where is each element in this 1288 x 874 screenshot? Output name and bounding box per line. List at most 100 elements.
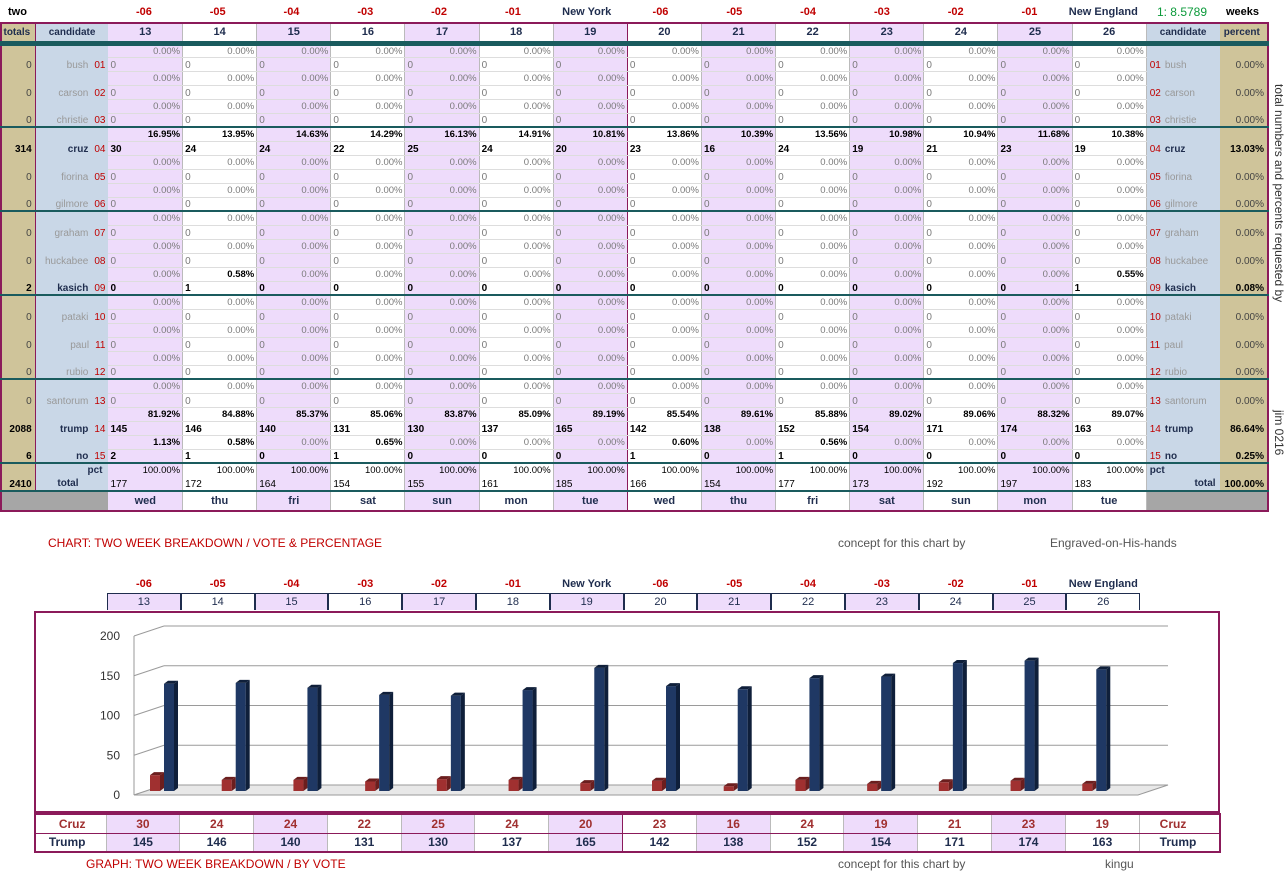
day-percent: 0.00%	[429, 435, 480, 450]
series-value: 140	[253, 833, 328, 853]
candidate-total: 2088	[1, 407, 36, 435]
day-percent: 0.00%	[725, 323, 777, 338]
day-count: 0	[182, 393, 258, 408]
chart-day-label: 16	[328, 593, 403, 610]
day-percent: 0.00%	[429, 295, 480, 310]
day-percent: 0.55%	[1096, 267, 1147, 282]
candidate-percent: 0.00%	[1219, 99, 1268, 128]
day-count: 0	[701, 365, 777, 380]
caption-1-title: CHART: TWO WEEK BREAKDOWN / VOTE & PERCE…	[48, 536, 383, 550]
label-weeks: weeks	[1226, 6, 1260, 18]
header-day: 23	[849, 23, 925, 46]
weekday: sat	[849, 491, 925, 511]
day-count: 0	[849, 365, 925, 380]
day-count: 0	[553, 309, 628, 324]
series-value: 25	[400, 814, 475, 834]
candidate-number: 01	[94, 60, 106, 71]
day-count: 0	[1072, 225, 1147, 240]
candidate-name: santorum	[46, 396, 89, 407]
column-label: New York	[562, 6, 612, 18]
day-count: 0	[256, 85, 332, 100]
trump-bar-side	[962, 660, 967, 791]
candidate-total: 0	[1, 379, 36, 407]
day-percent: 0.00%	[1096, 351, 1147, 366]
day-count: 0	[775, 309, 851, 324]
day-count: 0	[923, 393, 999, 408]
column-label: -05	[209, 6, 226, 18]
day-percent: 0.00%	[947, 351, 999, 366]
day-count: 0	[923, 337, 999, 352]
day-percent: 0.00%	[651, 267, 702, 282]
cruz-bar	[1010, 780, 1021, 791]
day-count: 0	[553, 337, 628, 352]
day-count: 0	[479, 85, 554, 100]
day-percent: 0.58%	[206, 435, 258, 450]
day-count: 0	[775, 169, 851, 184]
day-total-count: 185	[553, 477, 628, 492]
weekday: fri	[256, 491, 332, 511]
candidate-name: trump	[1164, 424, 1194, 435]
day-percent: 0.00%	[503, 351, 554, 366]
day-count: 0	[404, 365, 480, 380]
day-count: 0	[108, 113, 184, 128]
day-percent: 0.00%	[577, 323, 628, 338]
weekday: sun	[404, 491, 480, 511]
day-count: 0	[627, 197, 702, 212]
day-count: 0	[627, 365, 702, 380]
side-note-2: jim 0216	[1272, 410, 1286, 456]
day-count: 0	[108, 393, 184, 408]
cruz-bar-side	[1092, 780, 1097, 791]
day-count: 0	[849, 197, 925, 212]
header-day: 21	[701, 23, 777, 46]
day-percent: 0.00%	[280, 183, 332, 198]
day-percent: 13.95%	[206, 127, 258, 142]
chart-column-label: New England	[1068, 578, 1138, 590]
day-percent: 0.00%	[503, 155, 554, 170]
day-count: 0	[182, 85, 258, 100]
day-count: 145	[108, 421, 184, 436]
day-percent: 0.00%	[873, 99, 925, 114]
day-count: 0	[923, 113, 999, 128]
day-count: 0	[256, 365, 332, 380]
day-percent: 0.00%	[206, 211, 258, 226]
day-count: 0	[182, 57, 258, 72]
day-count: 23	[627, 141, 702, 156]
day-percent: 10.38%	[1096, 127, 1147, 142]
y-tick-label: 200	[100, 629, 120, 643]
column-label: -01	[504, 6, 521, 18]
candidate-total: 0	[1, 323, 36, 351]
day-count: 1	[182, 281, 258, 296]
day-count: 0	[108, 309, 184, 324]
day-count: 0	[923, 449, 999, 464]
y-tick-label: 150	[100, 669, 120, 683]
series-name: Trump	[35, 833, 106, 853]
day-count: 165	[553, 421, 628, 436]
day-count: 0	[553, 449, 628, 464]
day-count: 0	[256, 169, 332, 184]
trump-bar-side	[532, 687, 537, 791]
day-percent: 0.00%	[577, 435, 628, 450]
weekday: wed	[108, 491, 184, 511]
candidate-percent: 0.00%	[1219, 155, 1268, 183]
candidate-number: 06	[1149, 199, 1161, 210]
trump-bar	[737, 689, 748, 791]
day-count: 0	[849, 169, 925, 184]
day-percent: 0.00%	[725, 435, 777, 450]
day-count: 142	[627, 421, 702, 436]
day-percent: 0.00%	[280, 323, 332, 338]
day-count: 0	[330, 337, 406, 352]
trump-bar-top	[1024, 657, 1039, 661]
candidate-percent: 0.25%	[1219, 435, 1268, 464]
candidate-name-cell-right: 12 rubio	[1146, 351, 1220, 380]
day-percent: 0.00%	[873, 323, 925, 338]
day-percent: 85.06%	[354, 407, 406, 422]
candidate-total: 0	[1, 351, 36, 380]
day-count: 0	[553, 281, 628, 296]
day-count: 0	[553, 197, 628, 212]
chart-day-label: 24	[918, 593, 993, 610]
day-count: 140	[256, 421, 332, 436]
day-percent: 13.86%	[651, 127, 702, 142]
y-tick-label: 50	[107, 748, 121, 762]
day-percent: 0.00%	[1096, 435, 1147, 450]
day-count: 0	[849, 449, 925, 464]
